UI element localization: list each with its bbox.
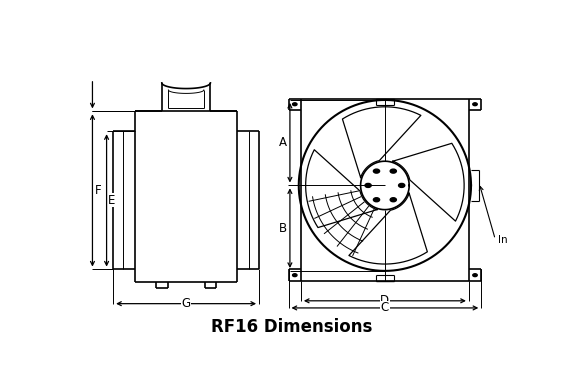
Circle shape [390, 198, 396, 202]
Circle shape [473, 103, 477, 106]
Circle shape [398, 184, 405, 188]
Text: RF16 Dimensions: RF16 Dimensions [211, 318, 373, 336]
Circle shape [390, 169, 396, 173]
Circle shape [292, 103, 297, 106]
Text: G: G [181, 297, 191, 310]
Text: B: B [279, 222, 287, 235]
Circle shape [365, 184, 371, 188]
Circle shape [292, 274, 297, 277]
Text: In: In [498, 235, 507, 245]
Circle shape [473, 274, 477, 277]
Text: C: C [381, 302, 389, 314]
Text: A: A [279, 136, 287, 149]
Text: F: F [95, 184, 101, 197]
Circle shape [373, 169, 380, 173]
Text: D: D [380, 294, 389, 307]
Circle shape [373, 198, 380, 202]
Text: E: E [108, 194, 116, 207]
